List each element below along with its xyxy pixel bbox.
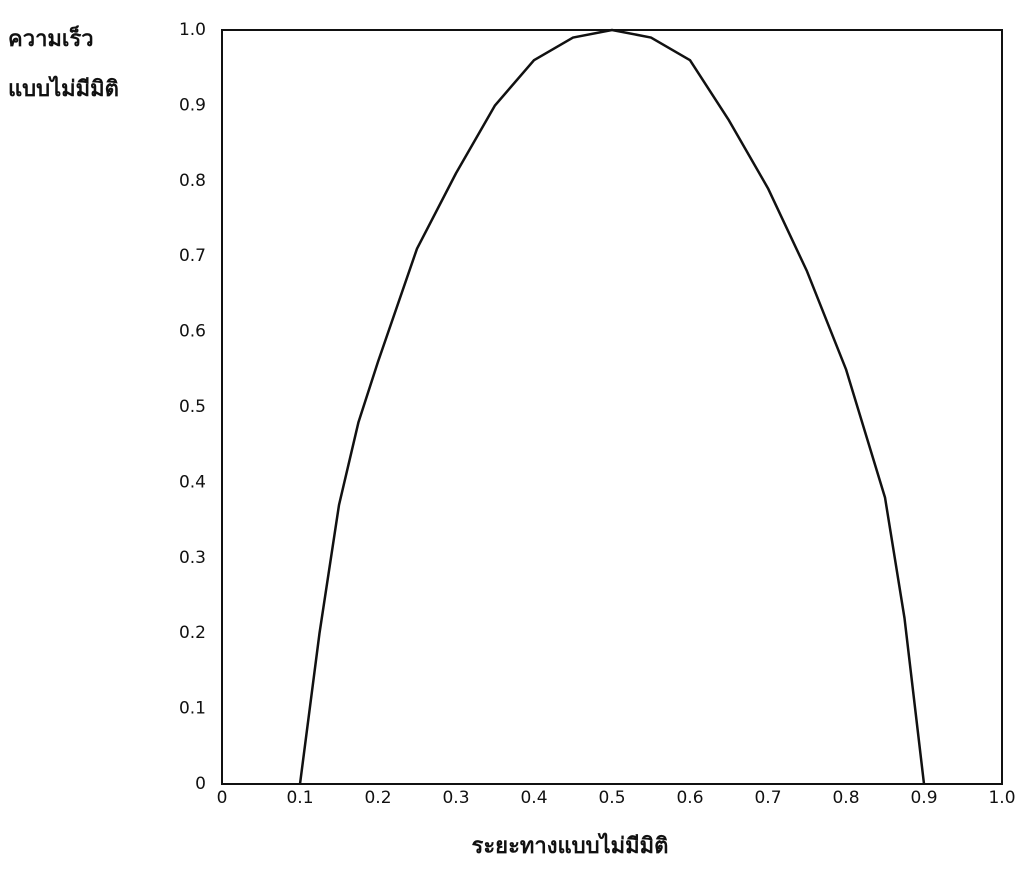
y-tick-label: 0.8 (179, 171, 206, 191)
x-tick-label: 0.8 (832, 788, 859, 808)
x-tick-label: 0.6 (676, 788, 703, 808)
y-tick-label: 0.7 (179, 246, 206, 266)
x-tick-label: 0.5 (598, 788, 625, 808)
x-axis-label: ระยะทางแบบไม่มีมิติ (472, 832, 669, 859)
y-tick-label: 0.6 (179, 322, 206, 342)
curve (298, 28, 926, 785)
x-tick-label: 1.0 (988, 788, 1015, 808)
y-axis-label: แบบไม่มีมิติ (8, 75, 119, 102)
y-tick-label: 0.4 (179, 472, 206, 492)
y-tick-label: 0 (195, 774, 206, 794)
x-tick-label: 0.9 (910, 788, 937, 808)
y-tick-label: 0.5 (179, 397, 206, 417)
x-tick-label: 0.2 (364, 788, 391, 808)
y-tick-label: 0.3 (179, 548, 206, 568)
x-tick-label: 0.7 (754, 788, 781, 808)
x-tick-label: 0.4 (520, 788, 547, 808)
y-tick-label: 0.1 (179, 699, 206, 719)
y-tick-label: 0.2 (179, 623, 206, 643)
x-tick-label: 0.1 (286, 788, 313, 808)
x-tick-label: 0 (217, 788, 228, 808)
y-tick-label: 0.9 (179, 95, 206, 115)
plot-frame (221, 29, 1003, 785)
x-tick-label: 0.3 (442, 788, 469, 808)
y-axis-label: ความเร็ว (8, 24, 94, 52)
y-tick-label: 1.0 (179, 20, 206, 40)
